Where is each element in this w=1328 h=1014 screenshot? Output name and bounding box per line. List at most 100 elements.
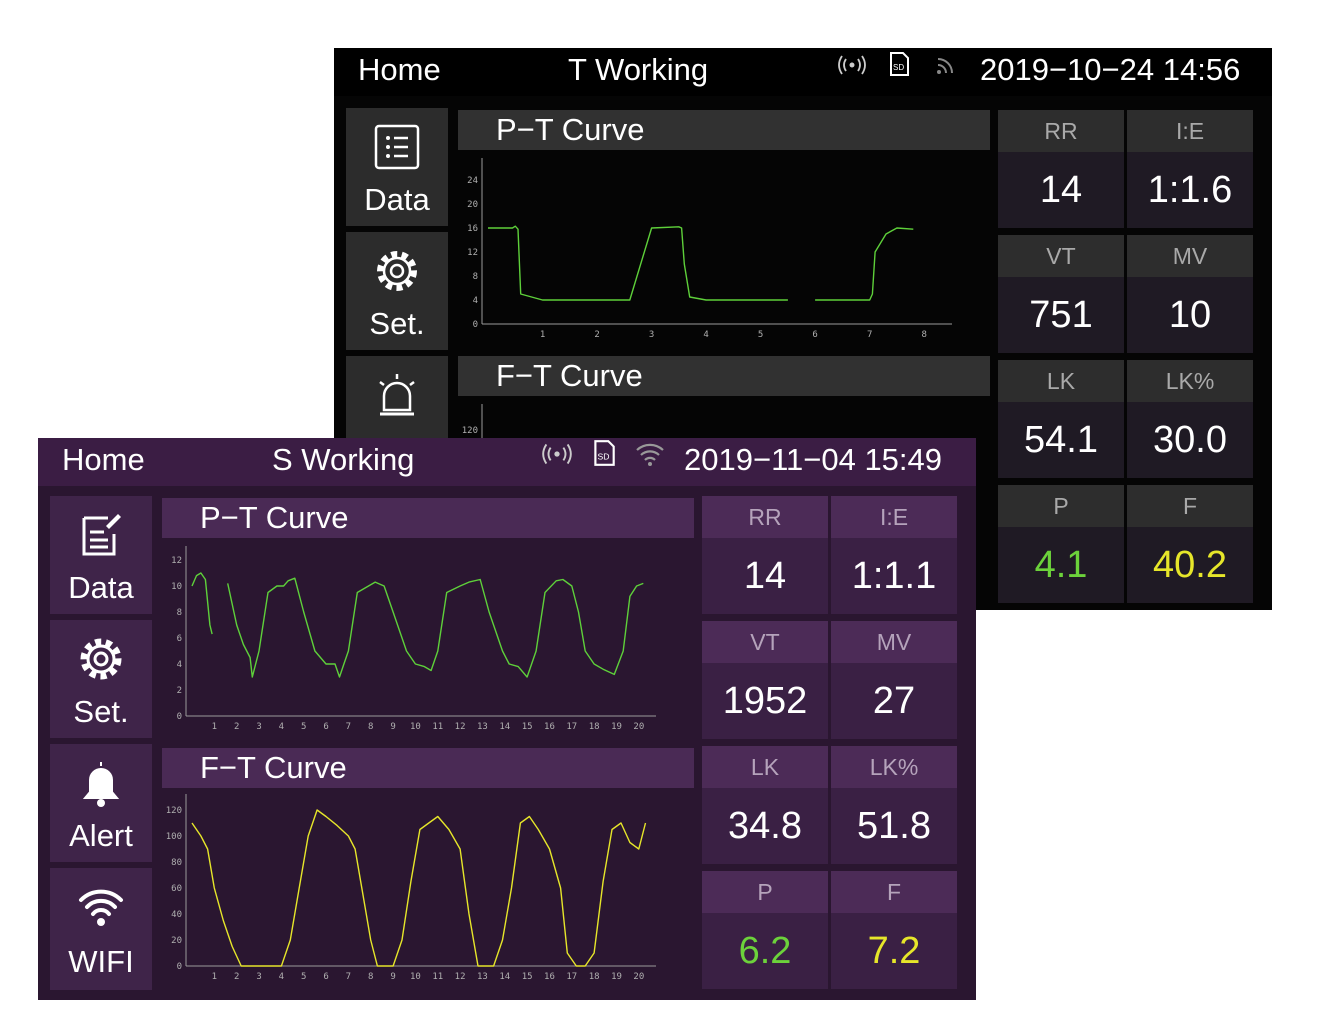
nav-settings-button[interactable]: Set.	[346, 232, 448, 350]
x-tick-label: 19	[611, 722, 622, 732]
nav-alert-label: Alert	[69, 818, 133, 853]
x-tick-label: 8	[368, 972, 373, 982]
x-tick-label: 19	[611, 972, 622, 982]
param-label: MV	[831, 621, 957, 663]
ft-curve-title: F−T Curve	[162, 748, 694, 788]
param-i-e: I:E 1:1.1	[831, 496, 957, 614]
x-tick-label: 3	[649, 330, 654, 340]
param-lk: LK 34.8	[702, 746, 828, 864]
y-tick-label: 120	[166, 806, 182, 816]
param-value: 14	[702, 538, 828, 614]
y-tick-label: 4	[473, 296, 478, 306]
y-tick-label: 24	[467, 176, 478, 186]
x-tick-label: 12	[455, 972, 466, 982]
x-tick-label: 18	[589, 972, 600, 982]
svg-text:SD: SD	[893, 63, 904, 72]
gear-icon	[80, 638, 122, 680]
x-tick-label: 9	[390, 972, 395, 982]
param-value: 34.8	[702, 788, 828, 864]
nav-settings-label: Set.	[369, 306, 425, 341]
curve-line	[191, 572, 644, 678]
x-tick-label: 6	[812, 330, 817, 340]
x-tick-label: 10	[410, 972, 421, 982]
x-tick-label: 1	[212, 972, 217, 982]
datetime: 2019−11−04 15:49	[684, 442, 943, 477]
y-tick-label: 10	[171, 582, 182, 592]
param-label: MV	[1127, 235, 1253, 277]
nav-alert-button[interactable]: Alert	[50, 744, 152, 862]
param-p: P 4.1	[998, 485, 1124, 603]
param-value: 54.1	[998, 402, 1124, 478]
x-tick-label: 15	[522, 972, 533, 982]
y-tick-label: 12	[467, 248, 478, 258]
x-tick-label: 12	[455, 722, 466, 732]
home-button[interactable]: Home	[358, 52, 441, 87]
home-button[interactable]: Home	[62, 442, 145, 477]
param-label: RR	[998, 110, 1124, 152]
x-tick-label: 10	[410, 722, 421, 732]
param-label: P	[998, 485, 1124, 527]
edit-document-icon	[82, 514, 121, 556]
x-tick-label: 6	[323, 972, 328, 982]
param-value: 10	[1127, 277, 1253, 353]
x-tick-label: 17	[566, 722, 577, 732]
x-tick-label: 8	[921, 330, 926, 340]
y-tick-label: 80	[171, 858, 182, 868]
y-tick-label: 8	[177, 608, 182, 618]
x-tick-label: 5	[301, 722, 306, 732]
status-bar: Home T Working SD 2019−10−24 14:56	[334, 48, 1272, 96]
ft-curve-title: F−T Curve	[458, 356, 990, 396]
x-tick-label: 7	[346, 972, 351, 982]
y-tick-label: 20	[467, 200, 478, 210]
x-tick-label: 8	[368, 722, 373, 732]
pt-curve-title: P−T Curve	[458, 110, 990, 150]
nav-wifi-button[interactable]: WIFI	[50, 868, 152, 990]
x-tick-label: 2	[234, 972, 239, 982]
nav-data-button[interactable]: Data	[50, 496, 152, 614]
x-tick-label: 11	[432, 722, 443, 732]
x-tick-label: 4	[703, 330, 708, 340]
param-value: 27	[831, 663, 957, 739]
nav-settings-button[interactable]: Set.	[50, 620, 152, 738]
x-tick-label: 4	[279, 972, 284, 982]
y-tick-label: 12	[171, 556, 182, 566]
x-tick-label: 6	[323, 722, 328, 732]
y-tick-label: 2	[177, 686, 182, 696]
param-label: F	[831, 871, 957, 913]
front-screen: Home S Working SD 2019−11−04 15:49 Data …	[38, 438, 976, 1000]
y-tick-label: 6	[177, 634, 182, 644]
x-tick-label: 2	[594, 330, 599, 340]
param-lk: LK 54.1	[998, 360, 1124, 478]
y-tick-label: 20	[171, 936, 182, 946]
param-label: VT	[702, 621, 828, 663]
list-icon	[374, 124, 420, 170]
nav-data-button[interactable]: Data	[346, 108, 448, 226]
param-i-e: I:E 1:1.6	[1127, 110, 1253, 228]
param-value: 751	[998, 277, 1124, 353]
param-value: 4.1	[998, 527, 1124, 603]
wifi-icon	[79, 889, 123, 926]
x-tick-label: 20	[633, 722, 644, 732]
alarm-light-icon	[379, 374, 415, 416]
param-value: 40.2	[1127, 527, 1253, 603]
x-tick-label: 7	[867, 330, 872, 340]
x-tick-label: 15	[522, 722, 533, 732]
x-tick-label: 17	[566, 972, 577, 982]
y-tick-label: 40	[171, 910, 182, 920]
mode-title: T Working	[568, 52, 709, 87]
param-label: I:E	[1127, 110, 1253, 152]
svg-text:SD: SD	[598, 451, 610, 461]
param-lk-pct: LK% 30.0	[1127, 360, 1253, 478]
nav-settings-label: Set.	[73, 694, 129, 729]
param-label: P	[702, 871, 828, 913]
y-tick-label: 0	[473, 320, 478, 330]
x-tick-label: 5	[301, 972, 306, 982]
param-label: RR	[702, 496, 828, 538]
x-tick-label: 16	[544, 972, 555, 982]
x-tick-label: 2	[234, 722, 239, 732]
y-tick-label: 120	[462, 426, 478, 436]
x-tick-label: 7	[346, 722, 351, 732]
x-tick-label: 3	[256, 972, 261, 982]
x-tick-label: 5	[758, 330, 763, 340]
